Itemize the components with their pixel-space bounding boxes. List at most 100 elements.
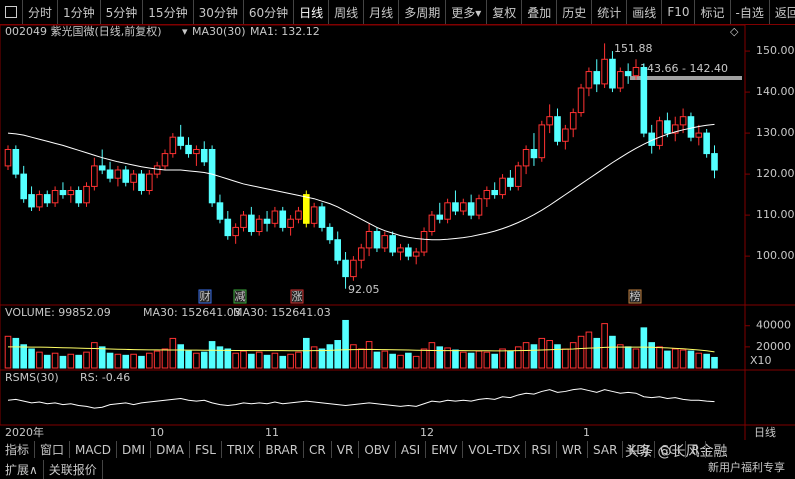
volume-bar [389, 353, 396, 369]
indicator-tab[interactable]: ASI [396, 441, 427, 458]
toolbar-item[interactable]: -自选 [731, 0, 770, 24]
candle-body [224, 218, 232, 237]
candle-body [405, 247, 412, 257]
indicator-tabs: 指标 窗口 MACD DMI DMA FSL TRIX BRAR CR VR OBV ASI EMV VO… [0, 441, 795, 458]
indicator-tab[interactable]: RSI [526, 441, 557, 458]
volume-bar [609, 335, 616, 369]
toolbar-item[interactable]: 5分钟 [101, 0, 144, 24]
toolbar-item[interactable]: 历史 [557, 0, 593, 24]
toolbar-item[interactable]: 30分钟 [194, 0, 244, 24]
candle-body [36, 194, 43, 208]
volume-bar [365, 341, 373, 369]
indicator-tab[interactable]: 窗口 [35, 441, 71, 458]
indicator-tab[interactable]: DMI [117, 441, 152, 458]
price-band [630, 76, 742, 80]
volume-bar [310, 346, 318, 369]
toolbar-item[interactable]: 15分钟 [143, 0, 194, 24]
volume-bar [318, 348, 326, 369]
volume-bar [287, 353, 294, 369]
indicator-tab[interactable]: TRIX [222, 441, 261, 458]
toolbar-item[interactable]: 返回 [770, 0, 795, 24]
candle-body [664, 120, 671, 134]
toolbar-item[interactable]: 月线 [364, 0, 400, 24]
candle-body [562, 128, 569, 142]
candle-body [436, 214, 444, 220]
candle-body [577, 87, 585, 114]
volume-bar [679, 349, 687, 369]
candle-body [4, 148, 12, 167]
toolbar-item[interactable]: 周线 [329, 0, 365, 24]
toolbar-item[interactable]: F10 [662, 0, 696, 24]
indicator-tab[interactable]: VOL-TDX [463, 441, 527, 458]
indicator-tab[interactable]: MACD [70, 441, 118, 458]
toolbar-item[interactable]: 统计 [592, 0, 628, 24]
indicator-tab[interactable]: CCI [655, 441, 687, 458]
volume-bar [232, 352, 239, 369]
toolbar-item[interactable]: 日线 [294, 0, 330, 24]
volume-bar [193, 352, 200, 369]
candle-body [546, 116, 553, 126]
candle-body [507, 177, 514, 187]
volume-bar [114, 353, 122, 369]
indicator-tab[interactable]: EMV [426, 441, 464, 458]
annotation: 143.66 - 142.40 [640, 62, 728, 75]
toolbar-item[interactable]: 更多▾ [446, 0, 488, 24]
toolbar-item[interactable]: 叠加 [522, 0, 558, 24]
indicator-tab[interactable]: SAR [588, 441, 624, 458]
indicator-tab[interactable]: DMA [151, 441, 190, 458]
indicator-tab[interactable]: R [686, 441, 706, 458]
indicator-tab[interactable]: 指标 [0, 441, 36, 458]
volume-bar [224, 348, 232, 369]
candle-body [428, 214, 436, 233]
candle-body [146, 173, 153, 192]
extra-tab[interactable]: 关联报价 [44, 460, 103, 479]
rsms-line [7, 388, 715, 409]
toolbar-item[interactable]: 1分钟 [58, 0, 101, 24]
toolbar-item[interactable]: 画线 [627, 0, 663, 24]
candle-body [671, 124, 679, 134]
volume-bar [499, 348, 506, 369]
toolbar-item[interactable]: 分时 [23, 0, 59, 24]
dropdown[interactable]: ▾ [182, 25, 188, 38]
y-tick-label: 40000 [756, 319, 791, 332]
volume-bar [279, 355, 287, 369]
volume-bar [357, 348, 365, 369]
candle-body [51, 190, 59, 204]
indicator-tab[interactable]: VR [332, 441, 360, 458]
candle-body [169, 136, 177, 155]
volume-bar [342, 319, 349, 369]
volume-bar [216, 346, 224, 369]
candle-body [67, 190, 75, 196]
volume-ma: MA30: 152641.03 [143, 306, 241, 319]
candle-body [444, 202, 451, 220]
x-label: 11 [265, 426, 279, 439]
indicator-tab[interactable]: WR [557, 441, 589, 458]
menu-icon[interactable] [0, 0, 23, 24]
indicator-tab[interactable]: KDJ [623, 441, 656, 458]
indicator-tab[interactable]: FSL [190, 441, 222, 458]
extra-tab[interactable]: 扩展∧ [0, 460, 44, 479]
volume-bar [562, 348, 569, 369]
indicator-tab[interactable]: OBV [359, 441, 396, 458]
candle-body [679, 116, 687, 126]
chart-title: 002049 紫光国微(日线,前复权) [5, 24, 162, 38]
toggle[interactable]: ◇ [730, 25, 739, 38]
volume-bar [43, 354, 51, 369]
indicator-tab[interactable]: CR [304, 441, 332, 458]
volume-bar [397, 354, 404, 369]
toolbar-item[interactable]: 标记 [695, 0, 731, 24]
candle-body [357, 247, 365, 261]
volume-ma-line [8, 346, 715, 353]
candle-body [153, 165, 161, 175]
volume-bar [687, 350, 695, 369]
candle-body [703, 132, 710, 155]
toolbar-item[interactable]: 复权 [487, 0, 523, 24]
volume-bar [467, 352, 475, 369]
indicator-tab[interactable]: BRAR [260, 441, 305, 458]
volume-bar [648, 342, 656, 369]
promo[interactable]: 新用户福利专享 [708, 460, 785, 474]
volume-bar [28, 348, 35, 369]
y-tick-label: 130.00 [756, 126, 795, 139]
toolbar-item[interactable]: 多周期 [399, 0, 447, 24]
toolbar-item[interactable]: 60分钟 [244, 0, 295, 24]
